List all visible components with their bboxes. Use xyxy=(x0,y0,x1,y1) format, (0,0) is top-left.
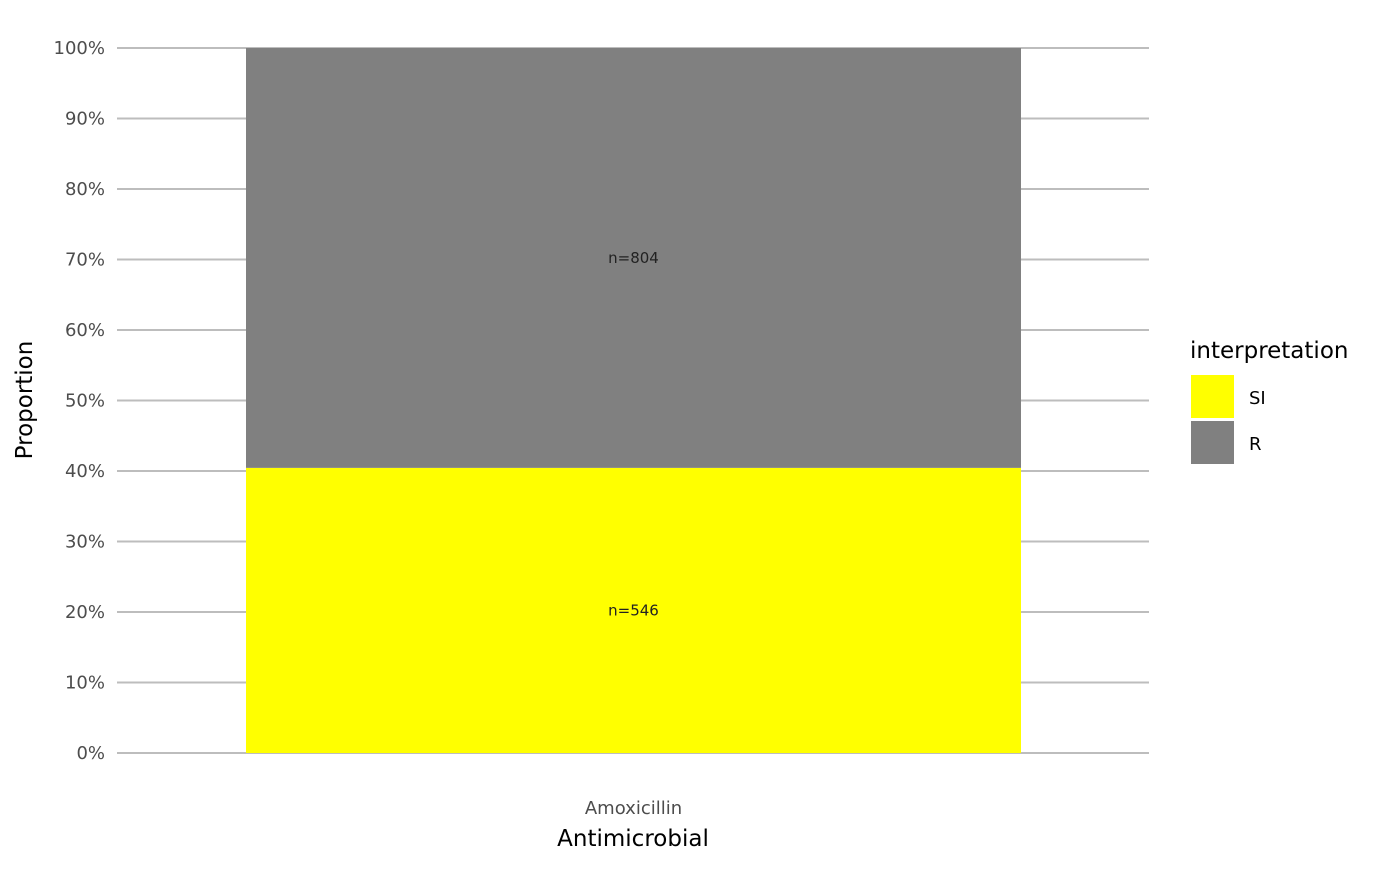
bars: n=546 n=804 xyxy=(246,48,1021,753)
y-tick-label: 60% xyxy=(65,320,105,341)
data-label: n=546 xyxy=(608,601,659,619)
y-tick-label: 40% xyxy=(65,461,105,482)
y-tick-labels: 0% 10% 20% 30% 40% 50% 60% 70% 80% 90% 100% xyxy=(54,38,105,764)
y-tick-label: 50% xyxy=(65,391,105,412)
y-tick-label: 10% xyxy=(65,673,105,694)
legend-label: SI xyxy=(1249,388,1266,409)
y-tick-label: 90% xyxy=(65,109,105,130)
y-tick-label: 0% xyxy=(76,743,105,764)
legend: interpretation SI R xyxy=(1190,338,1348,464)
legend-label: R xyxy=(1249,434,1262,455)
y-tick-label: 30% xyxy=(65,532,105,553)
legend-title: interpretation xyxy=(1190,338,1348,364)
y-tick-label: 20% xyxy=(65,602,105,623)
y-axis-label: Proportion xyxy=(12,341,38,460)
bar-segment-si xyxy=(246,467,1021,753)
x-tick-label: Amoxicillin xyxy=(585,798,682,819)
x-tick-labels: Amoxicillin xyxy=(585,798,682,819)
y-tick-label: 70% xyxy=(65,250,105,271)
y-tick-label: 80% xyxy=(65,179,105,200)
bar-segment-r xyxy=(246,48,1021,468)
x-axis-label: Antimicrobial xyxy=(557,826,709,852)
data-label: n=804 xyxy=(608,249,659,267)
y-tick-label: 100% xyxy=(54,38,105,59)
legend-key-r xyxy=(1191,421,1234,464)
legend-key-si xyxy=(1191,375,1234,418)
